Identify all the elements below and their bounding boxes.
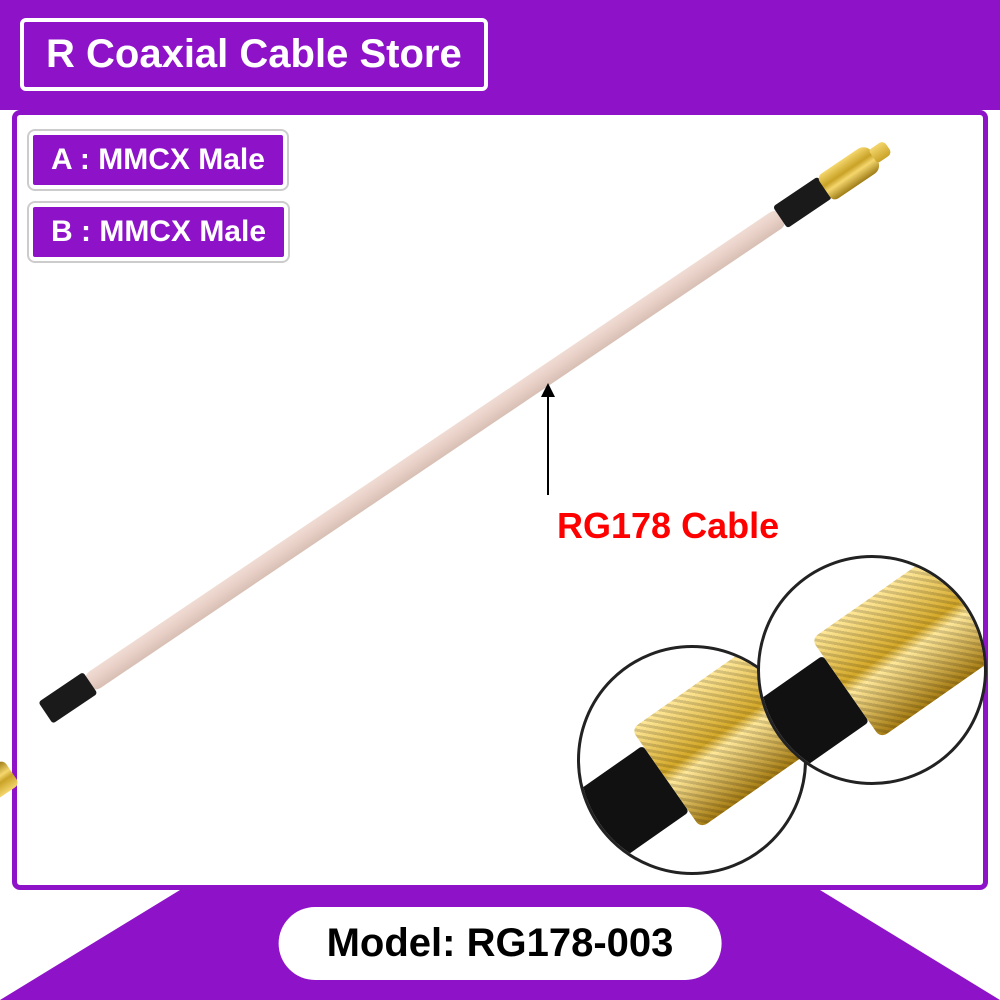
connector-tip-right	[816, 143, 883, 201]
model-number-pill: Model: RG178-003	[279, 907, 722, 980]
footer-triangle-left	[0, 890, 180, 1000]
product-frame: A : MMCX Male B : MMCX Male RG178 Cable	[12, 110, 988, 890]
arrow-line	[547, 395, 549, 495]
store-name-badge: R Coaxial Cable Store	[20, 18, 488, 91]
footer-band: Model: RG178-003	[0, 890, 1000, 1000]
connector-detail-circle-2	[757, 555, 987, 785]
connector-a-badge: A : MMCX Male	[29, 131, 287, 189]
connector-tip-left	[0, 759, 20, 817]
cable-illustration	[81, 207, 789, 693]
header-band: R Coaxial Cable Store	[0, 0, 1000, 110]
connector-b-badge: B : MMCX Male	[29, 203, 288, 261]
footer-triangle-right	[820, 890, 1000, 1000]
cable-type-label: RG178 Cable	[557, 505, 779, 547]
connector-sleeve-left	[38, 672, 97, 724]
